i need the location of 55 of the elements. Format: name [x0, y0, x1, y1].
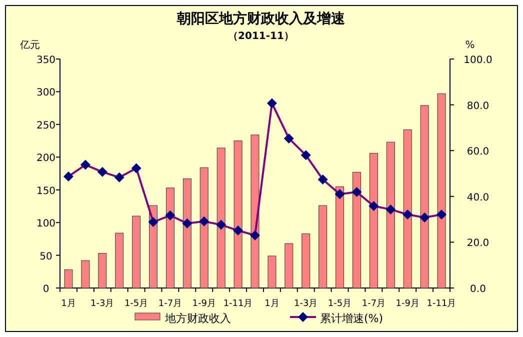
y-tick-label: 0 — [42, 284, 50, 295]
y2-tick-label: 60.0 — [466, 146, 490, 158]
y-tick-label: 350 — [36, 55, 56, 66]
x-tick-label: 1-9月 — [396, 299, 420, 309]
bar — [234, 140, 242, 288]
bar — [132, 216, 141, 288]
y2-tick-label: 0.0 — [470, 284, 486, 295]
x-tick-label: 1月 — [264, 299, 280, 309]
x-tick-label: 1月 — [61, 299, 76, 309]
bar — [336, 186, 344, 288]
y-tick-label: 50 — [40, 251, 52, 262]
bar — [81, 260, 90, 288]
bar — [369, 152, 378, 288]
bar — [98, 253, 107, 288]
x-tick-label: 1-7月 — [362, 299, 386, 309]
chart-subtitle: （2011-11） — [228, 31, 294, 42]
bar — [182, 178, 192, 288]
bar — [437, 93, 446, 288]
y2-tick-label: 20.0 — [466, 238, 490, 250]
x-tick-label: 1-5月 — [124, 299, 148, 309]
y2-tick-label: 40.0 — [466, 192, 490, 204]
x-tick-label: 1-3月 — [90, 299, 114, 309]
y-tick-label: 300 — [36, 88, 56, 99]
x-tick-label: 1-11月 — [426, 299, 456, 309]
bar — [115, 232, 124, 288]
y-axis-title: 亿元 — [19, 40, 40, 51]
bar — [216, 148, 226, 288]
bar — [352, 172, 361, 288]
y-tick-label: 250 — [36, 120, 56, 132]
y-tick-label: 150 — [36, 186, 56, 197]
bar — [250, 134, 260, 288]
bar — [302, 233, 310, 288]
x-tick-label: 1-3月 — [294, 299, 318, 309]
bar — [166, 188, 174, 288]
y-tick-label: 100 — [36, 218, 56, 230]
bar — [268, 256, 276, 288]
chart-title: 朝阳区地方财政收入及增速 — [176, 10, 346, 27]
y2-tick-label: 80.0 — [466, 100, 490, 112]
x-tick-label: 1-9月 — [192, 299, 216, 309]
x-tick-label: 1-11月 — [223, 299, 253, 309]
legend-label: 累计增速(%) — [320, 312, 384, 325]
x-tick-label: 1-7月 — [158, 299, 182, 309]
bar — [420, 105, 429, 288]
bar — [386, 142, 395, 288]
y2-tick-label: 100.0 — [464, 55, 492, 66]
x-tick-label: 1-5月 — [328, 299, 352, 309]
y-tick-label: 200 — [36, 153, 56, 164]
bar — [64, 269, 73, 288]
bar — [403, 129, 412, 288]
y2-axis-title: % — [465, 40, 475, 51]
bar — [149, 205, 158, 288]
bar — [284, 243, 294, 288]
bar — [200, 167, 208, 288]
legend-label: 地方财政收入 — [164, 312, 231, 325]
bar — [318, 205, 328, 288]
